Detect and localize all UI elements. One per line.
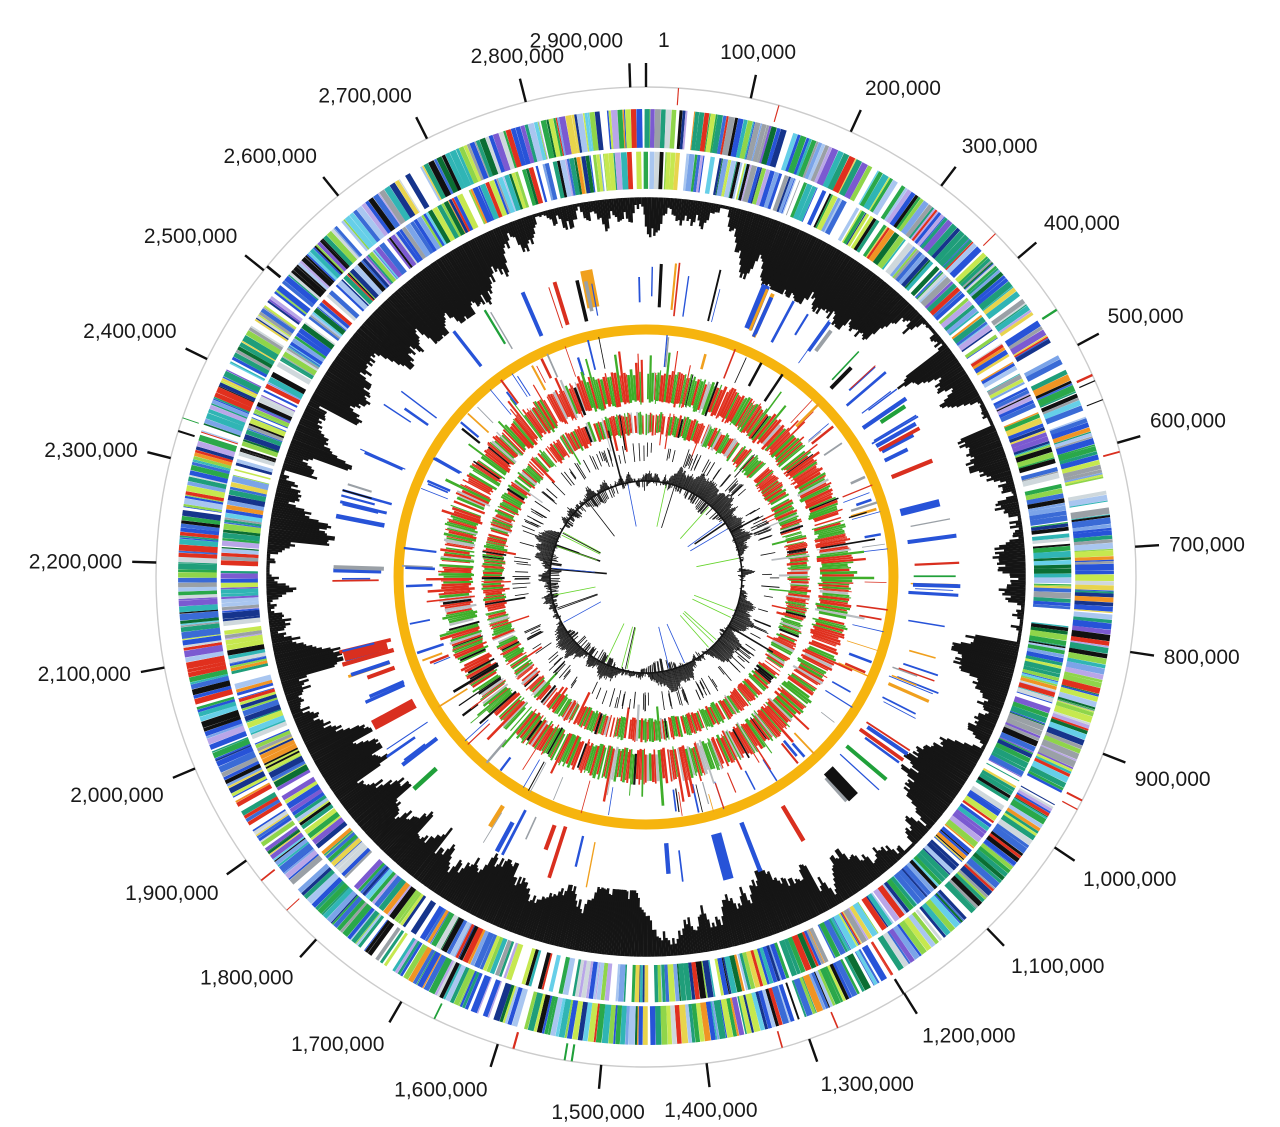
position-label: 1,800,000 [200,967,293,990]
position-label: 500,000 [1108,305,1184,328]
position-label: 1,500,000 [551,1101,644,1124]
position-label: 1,900,000 [125,882,218,905]
position-label: 1,700,000 [291,1033,384,1056]
gene-ring-reverse [220,151,1072,1003]
axis-ticks [132,63,1160,1089]
axis-labels: 1 100,000 200,000 300,000 400,000 500,000 600,… [29,29,1245,1124]
backbone-yellow-circle [393,324,899,830]
position-label: 800,000 [1164,646,1240,669]
position-label: 1,300,000 [821,1073,914,1096]
position-label: 1,000,000 [1083,868,1176,891]
position-label: 2,400,000 [83,320,176,343]
position-label: 2,500,000 [144,225,237,248]
position-label: 1,100,000 [1011,955,1104,978]
radial-feature-lines [552,484,739,670]
position-label: 2,200,000 [29,551,122,574]
position-label: 1,600,000 [394,1079,487,1102]
position-label: 900,000 [1135,768,1211,791]
red-green-ring-inner [481,411,812,743]
position-label: 1,200,000 [922,1024,1015,1047]
position-label: 2,100,000 [38,663,131,686]
gene-ring-forward [178,109,1114,1045]
position-label: 300,000 [962,135,1038,158]
black-dash-ring [512,442,780,712]
position-label: 1,400,000 [664,1099,757,1122]
position-label: 2,700,000 [318,84,411,107]
sparse-ring-inner [401,334,888,816]
position-label: 400,000 [1044,212,1120,235]
position-label: 2,800,000 [471,45,564,68]
position-label: 100,000 [720,41,796,64]
position-label: 2,900,000 [530,29,623,52]
position-label: 200,000 [865,77,941,100]
position-label: 700,000 [1169,534,1245,557]
outer-sparse-marks [177,88,1120,1062]
sparse-ring-outer [332,262,961,888]
position-label: 1 [658,29,670,52]
position-label: 2,600,000 [223,145,316,168]
red-green-ring-outer [426,351,876,806]
inner-histogram [534,430,774,693]
gc-histogram [266,197,1026,957]
position-label: 600,000 [1150,409,1226,432]
position-label: 2,000,000 [70,784,163,807]
position-label: 2,300,000 [44,439,137,462]
